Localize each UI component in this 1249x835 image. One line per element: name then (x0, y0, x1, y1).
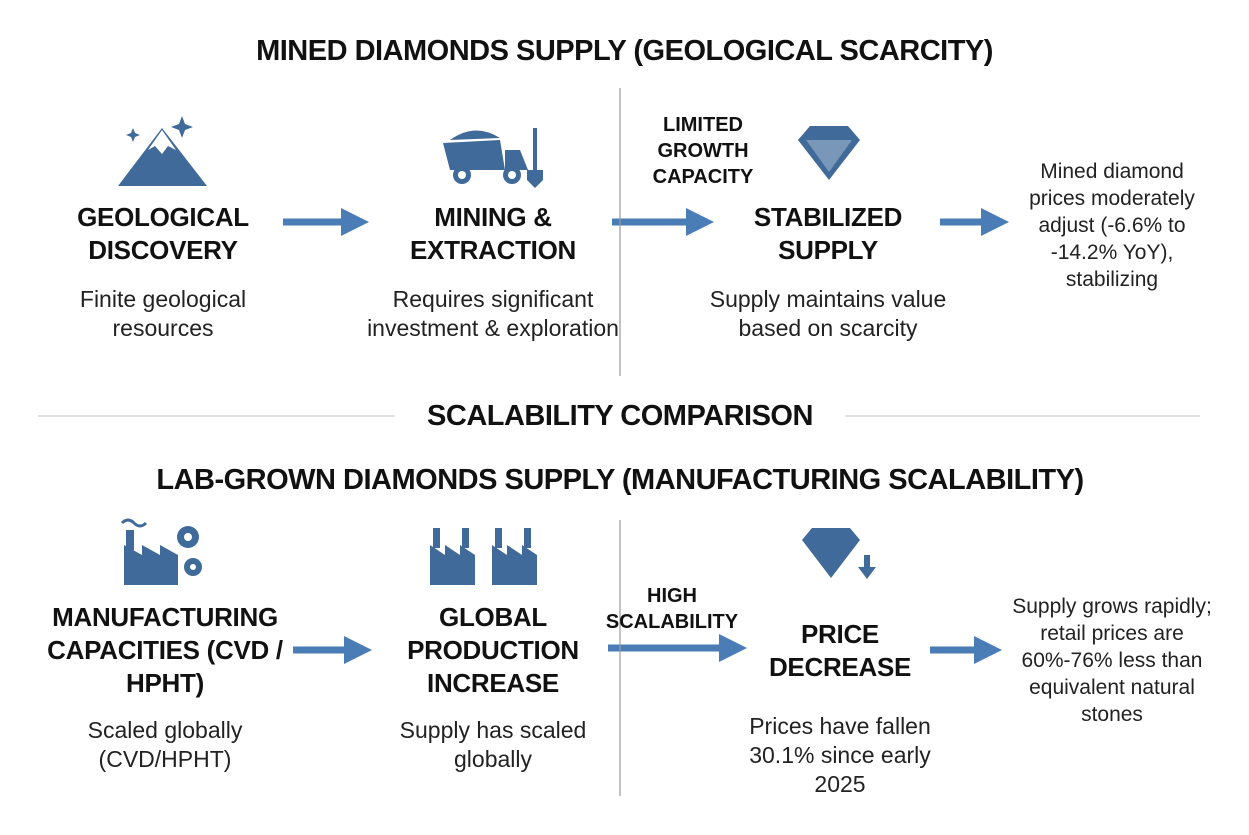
divider-title: SCALABILITY COMPARISON (427, 400, 813, 432)
step-title: STABILIZED SUPPLY (753, 202, 903, 265)
outcome: Supply grows rapidly; retail prices are … (1012, 595, 1212, 726)
step-title: GLOBAL PRODUCTION INCREASE (407, 602, 579, 698)
step-description: Supply maintains value based on scarcity (709, 286, 947, 341)
step-title: MINING & EXTRACTION (409, 202, 576, 265)
section-title: LAB-GROWN DIAMONDS SUPPLY (MANUFACTURING… (156, 464, 1084, 496)
step-description: Supply has scaled globally (399, 717, 587, 772)
arrows (283, 208, 1009, 664)
step-title: PRICE DECREASE (768, 619, 912, 682)
outcome: Mined diamond prices moderately adjust (… (1029, 160, 1195, 291)
arrow-label: LIMITED GROWTH CAPACITY (652, 114, 754, 188)
dividers (38, 88, 1200, 796)
step-description: Requires significant investment & explor… (367, 286, 619, 341)
step-description: Prices have fallen 30.1% since early 202… (749, 713, 931, 797)
step-description: Scaled globally (CVD/HPHT) (87, 717, 243, 772)
step-description: Finite geological resources (79, 286, 247, 341)
icons (118, 116, 876, 585)
section-title: MINED DIAMONDS SUPPLY (GEOLOGICAL SCARCI… (256, 35, 993, 67)
step-title: MANUFACTURING CAPACITIES (CVD / HPHT) (47, 602, 283, 698)
step-title: GEOLOGICAL DISCOVERY (77, 202, 249, 265)
arrow-label: HIGH SCALABILITY (605, 585, 739, 633)
